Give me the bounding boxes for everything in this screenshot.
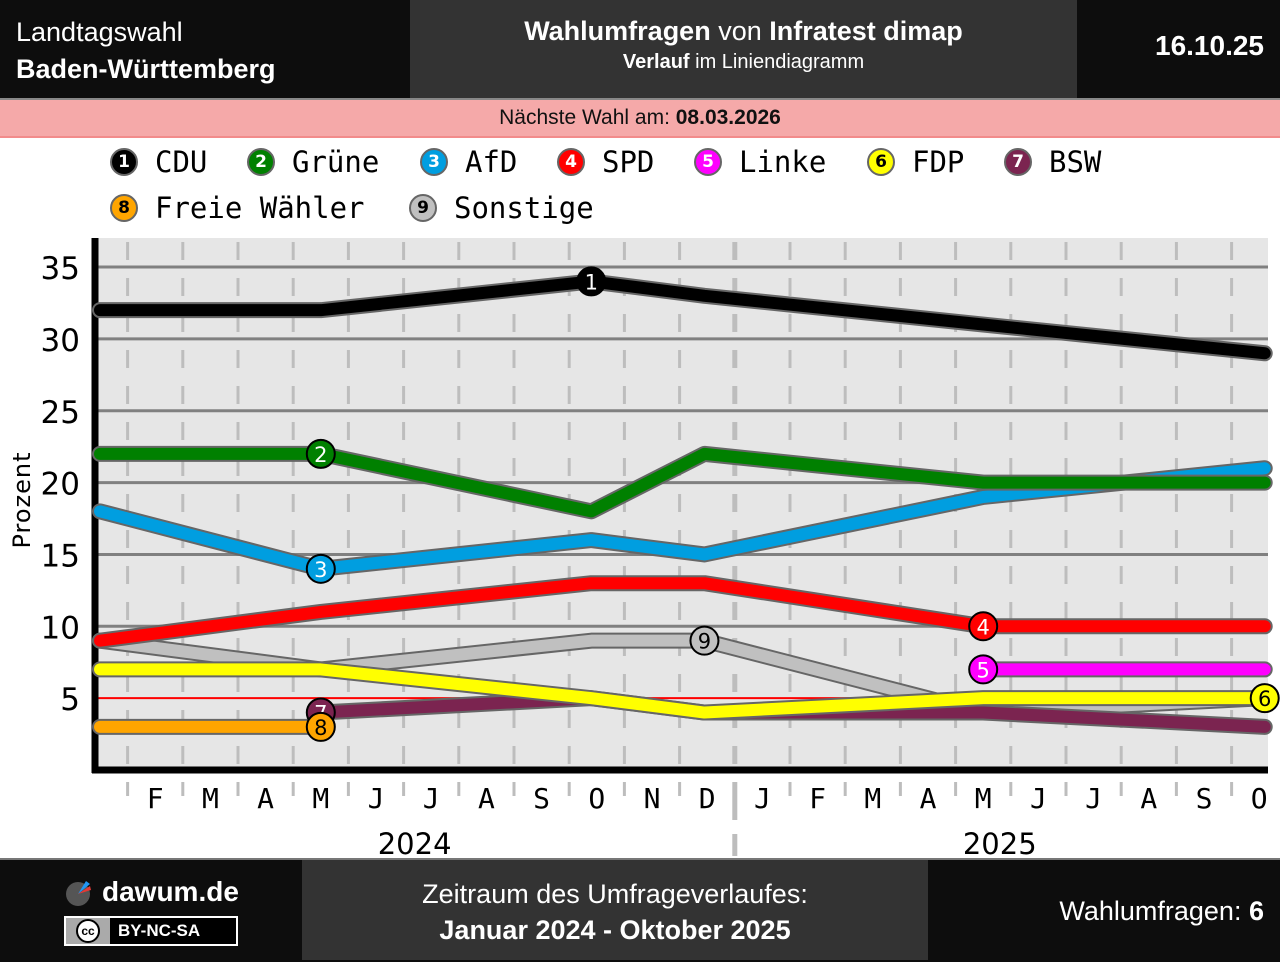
series-marker-label: 5 — [977, 658, 990, 682]
series-marker-label: 2 — [314, 443, 327, 467]
legend-marker: 6 — [867, 148, 895, 176]
chart-title: Wahlumfragen von Infratest dimap — [410, 14, 1077, 48]
legend-marker: 7 — [1004, 148, 1032, 176]
header: Landtagswahl Baden-Württemberg Wahlumfra… — [0, 0, 1280, 98]
license-text: BY-NC-SA — [118, 921, 200, 941]
series-marker-4: 4 — [969, 612, 997, 640]
y-tick-label: 15 — [41, 538, 80, 574]
y-tick-label: 5 — [60, 682, 80, 718]
series-marker-label: 6 — [1258, 687, 1271, 711]
legend-marker: 5 — [694, 148, 722, 176]
legend-item-cdu: 1 CDU — [110, 144, 207, 180]
x-tick-label: J — [423, 782, 440, 815]
pie-logo-icon — [64, 877, 98, 907]
x-tick-label: N — [644, 782, 661, 815]
x-tick-label: M — [202, 782, 219, 815]
y-tick-label: 35 — [41, 251, 80, 287]
chart-subtitle: Verlauf im Liniendiagramm — [410, 48, 1077, 76]
x-tick-label: J — [1085, 782, 1102, 815]
x-tick-label: F — [809, 782, 826, 815]
brand-name: dawum.de — [102, 876, 239, 908]
year-label: 2025 — [963, 827, 1037, 858]
footer-branding: dawum.de cc BY-NC-SA — [0, 860, 302, 960]
legend-item-freie-w-hler: 8 Freie Wähler — [110, 190, 365, 226]
x-tick-label: O — [1251, 782, 1268, 815]
legend-label: Linke — [739, 145, 826, 179]
series-marker-5: 5 — [969, 655, 997, 683]
series-marker-label: 8 — [314, 716, 327, 740]
series-marker-label: 1 — [585, 270, 598, 294]
x-tick-label: A — [478, 782, 495, 815]
legend-label: Sonstige — [454, 191, 594, 225]
y-tick-label: 20 — [41, 467, 80, 503]
legend-label: AfD — [465, 145, 517, 179]
x-tick-label: A — [920, 782, 937, 815]
cc-icon: cc — [66, 918, 110, 944]
legend-item-bsw: 7 BSW — [1004, 144, 1101, 180]
x-tick-label: J — [368, 782, 385, 815]
y-axis-label: Prozent — [8, 451, 36, 548]
x-tick-label: A — [257, 782, 274, 815]
period-value: Januar 2024 - Oktober 2025 — [302, 912, 928, 948]
legend-item-linke: 5 Linke — [694, 144, 826, 180]
series-marker-2: 2 — [307, 440, 335, 468]
legend-item-spd: 4 SPD — [557, 144, 654, 180]
x-tick-label: O — [588, 782, 605, 815]
x-tick-label: S — [1196, 782, 1213, 815]
legend-marker: 4 — [557, 148, 585, 176]
legend-label: Freie Wähler — [155, 191, 365, 225]
x-tick-label: D — [699, 782, 716, 815]
legend-item-afd: 3 AfD — [420, 144, 517, 180]
legend-label: BSW — [1049, 145, 1101, 179]
series-marker-label: 4 — [977, 615, 990, 639]
x-tick-label: S — [533, 782, 550, 815]
series-marker-label: 3 — [314, 558, 327, 582]
x-tick-label: J — [1030, 782, 1047, 815]
legend-marker: 2 — [247, 148, 275, 176]
legend-marker: 3 — [420, 148, 448, 176]
election-title: Landtagswahl Baden-Württemberg — [16, 14, 276, 88]
legend-label: Grüne — [292, 145, 379, 179]
dawum-logo[interactable]: dawum.de — [64, 876, 239, 908]
election-type: Landtagswahl — [16, 14, 276, 51]
x-tick-label: J — [754, 782, 771, 815]
legend-label: SPD — [602, 145, 654, 179]
x-tick-label: M — [312, 782, 329, 815]
series-marker-1: 1 — [577, 267, 605, 295]
period-label: Zeitraum des Umfrageverlaufes: — [302, 876, 928, 912]
next-election-banner: Nächste Wahl am: 08.03.2026 — [0, 100, 1280, 138]
legend-item-gr-ne: 2 Grüne — [247, 144, 379, 180]
y-tick-label: 10 — [41, 610, 80, 646]
legend-marker: 8 — [110, 194, 138, 222]
poll-count: Wahlumfragen: 6 — [1059, 896, 1264, 927]
series-marker-8: 8 — [307, 713, 335, 741]
x-tick-label: M — [864, 782, 881, 815]
header-date: 16.10.25 — [1155, 30, 1264, 62]
series-marker-label: 9 — [698, 630, 711, 654]
series-marker-9: 9 — [690, 627, 718, 655]
period-info: Zeitraum des Umfrageverlaufes: Januar 20… — [302, 860, 928, 960]
y-tick-label: 25 — [41, 395, 80, 431]
license-badge[interactable]: cc BY-NC-SA — [64, 916, 238, 946]
series-marker-6: 6 — [1251, 684, 1279, 712]
region-name: Baden-Württemberg — [16, 51, 276, 88]
legend-label: CDU — [155, 145, 207, 179]
legend-item-fdp: 6 FDP — [867, 144, 964, 180]
legend-marker: 1 — [110, 148, 138, 176]
x-tick-label: F — [147, 782, 164, 815]
footer: dawum.de cc BY-NC-SA Zeitraum des Umfrag… — [0, 858, 1280, 962]
legend-marker: 9 — [409, 194, 437, 222]
y-tick-label: 30 — [41, 323, 80, 359]
series-marker-3: 3 — [307, 555, 335, 583]
chart-title-block: Wahlumfragen von Infratest dimap Verlauf… — [410, 0, 1077, 98]
year-label: 2024 — [378, 827, 452, 858]
x-tick-label: A — [1140, 782, 1157, 815]
x-tick-label: M — [975, 782, 992, 815]
legend-item-sonstige: 9 Sonstige — [409, 190, 594, 226]
legend-label: FDP — [912, 145, 964, 179]
